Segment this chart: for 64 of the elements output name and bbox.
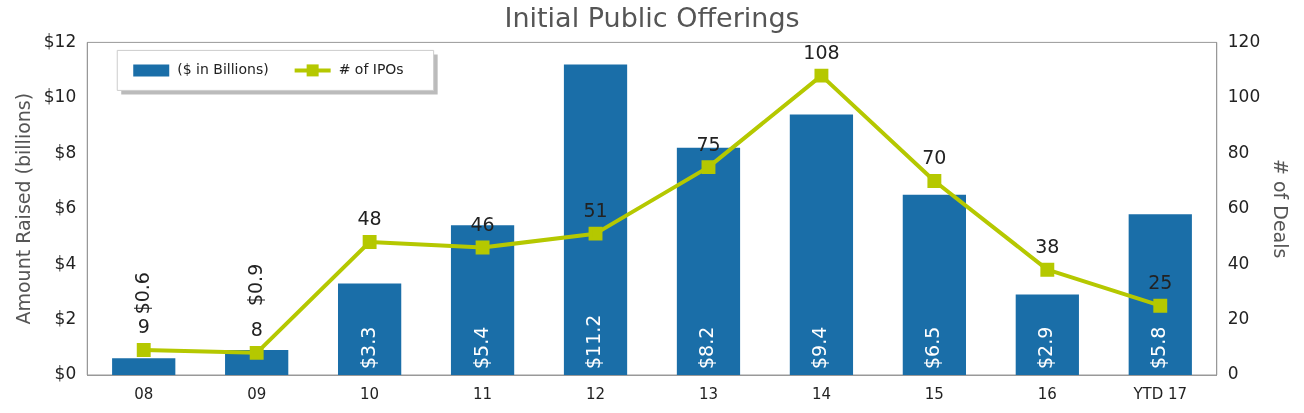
y2-tick-label: 100 (1227, 86, 1261, 107)
y2-tick-label: 80 (1227, 141, 1250, 162)
x-tick-label: 12 (585, 384, 606, 403)
point (701, 160, 716, 175)
data-label: 8 (250, 318, 263, 341)
point (1040, 262, 1055, 277)
y2-tick-label: 60 (1227, 197, 1250, 218)
y2-tick-label: 20 (1227, 307, 1250, 328)
point (814, 68, 829, 83)
y-tick-label: $10 (43, 86, 77, 107)
data-label: $8.2 (695, 326, 718, 369)
y2-tick-label: 120 (1227, 30, 1261, 51)
point (927, 174, 942, 188)
x-tick-label: 11 (473, 384, 493, 403)
data-label: 25 (1148, 271, 1173, 294)
data-label: $5.8 (1147, 326, 1170, 369)
data-label: 38 (1035, 235, 1060, 258)
data-label: $11.2 (582, 314, 605, 369)
legend-label: ($ in Billions) (177, 61, 269, 78)
data-label: $6.5 (921, 326, 944, 369)
bar (338, 283, 402, 375)
point (136, 343, 151, 358)
bar (112, 358, 176, 375)
chart-title: Initial Public Offerings (504, 2, 800, 34)
data-label: $9.4 (808, 326, 831, 369)
data-label: $0.6 (130, 272, 153, 315)
data-label: $5.4 (469, 326, 492, 369)
y-tick-label: $12 (43, 30, 77, 51)
point (362, 235, 377, 249)
y-tick-label: $8 (54, 141, 77, 162)
data-label: $2.9 (1034, 326, 1057, 369)
data-label: 9 (137, 315, 150, 338)
x-tick-label: YTD 17 (1132, 384, 1188, 403)
point (249, 345, 264, 360)
y-tick-label: $4 (54, 252, 77, 273)
bar (902, 194, 966, 375)
data-label: 70 (922, 146, 947, 169)
bar (1128, 214, 1192, 375)
data-label: $0.9 (243, 263, 266, 307)
y-tick-label: $0 (54, 363, 77, 384)
x-tick-label: 16 (1037, 384, 1057, 403)
data-label: 108 (803, 41, 840, 64)
legend-label: # of IPOs (338, 61, 404, 78)
y2-tick-label: 40 (1227, 252, 1250, 273)
bar (789, 114, 854, 375)
x-tick-label: 15 (924, 384, 944, 403)
x-tick-label: 09 (247, 384, 267, 403)
point (1153, 298, 1168, 313)
data-label: 51 (583, 199, 608, 222)
y-tick-label: $6 (54, 197, 77, 218)
data-label: 48 (357, 207, 382, 230)
x-tick-label: 10 (360, 384, 380, 403)
y-tick-label: $2 (54, 307, 77, 328)
bar (1015, 294, 1079, 375)
x-tick-label: 08 (134, 384, 154, 403)
bar (563, 64, 628, 375)
y2-tick-label: 0 (1227, 363, 1239, 384)
point (588, 226, 603, 241)
x-tick-label: 13 (698, 384, 719, 403)
point (475, 240, 490, 255)
y-axis-title: Amount Raised (billions) (12, 92, 35, 325)
x-tick-label: 14 (811, 384, 831, 403)
y2-axis-title: # of Deals (1269, 158, 1292, 259)
data-label: $3.3 (356, 326, 379, 369)
